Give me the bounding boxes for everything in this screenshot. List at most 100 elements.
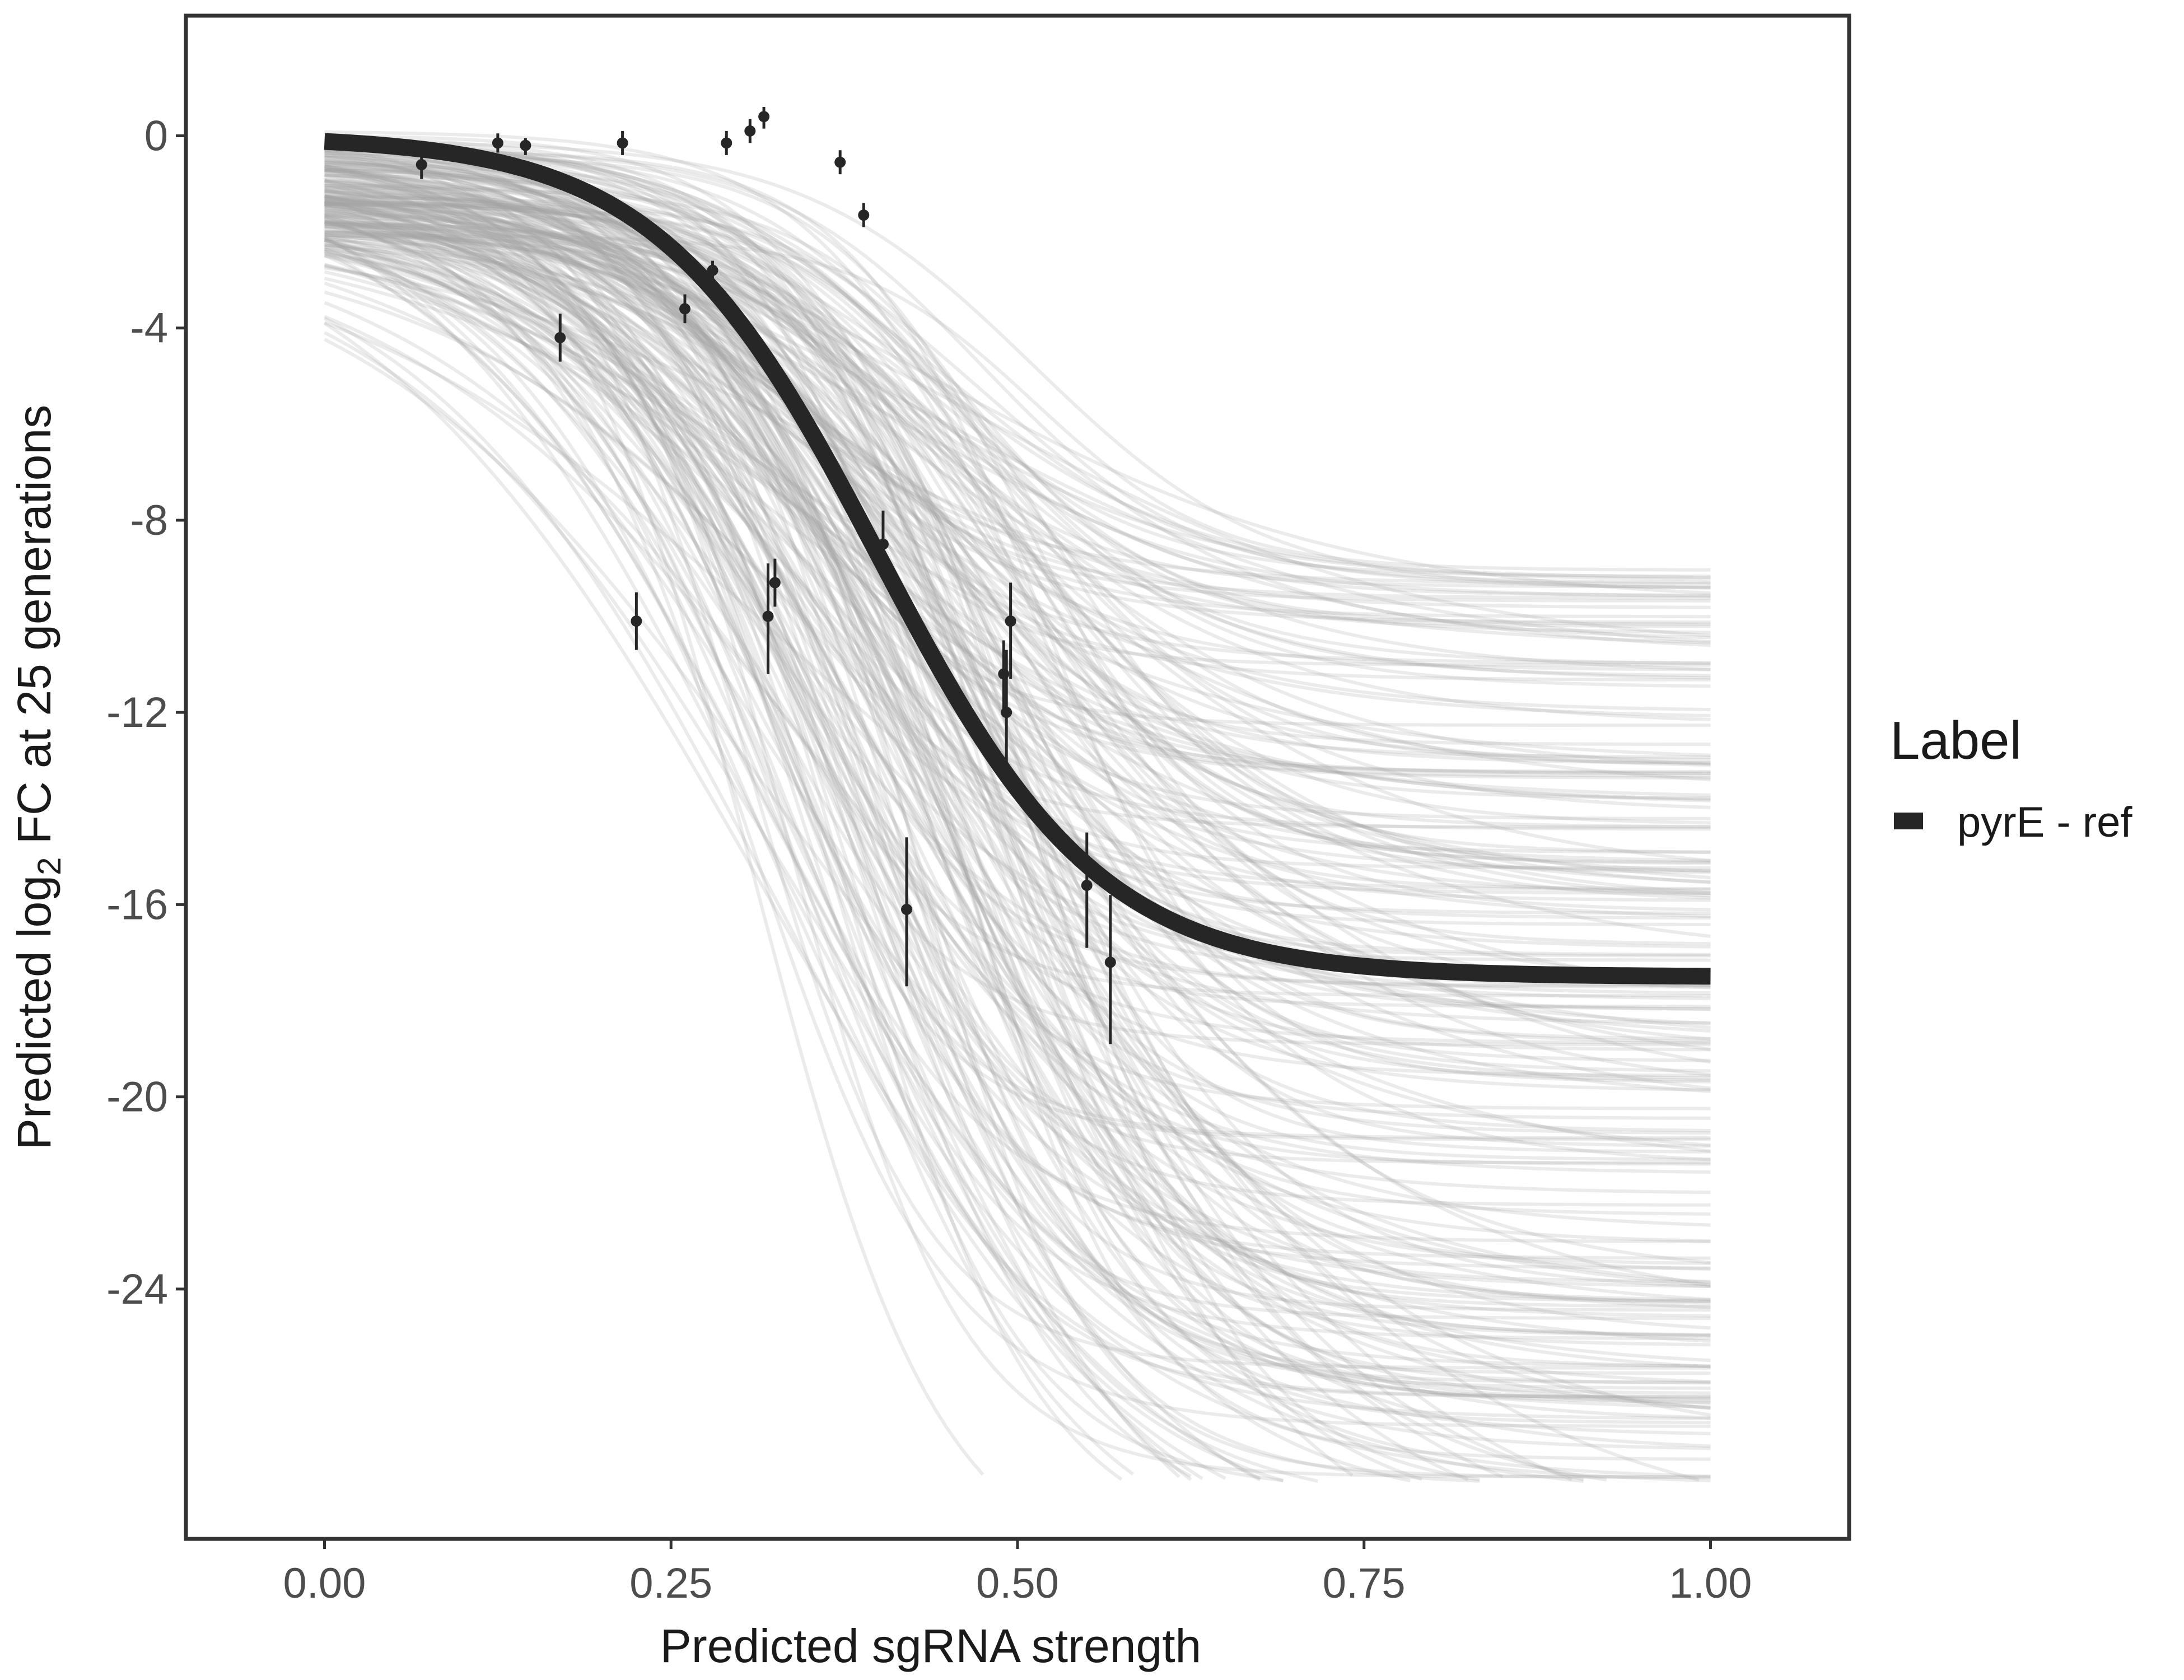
posterior-draw-line bbox=[324, 321, 1711, 1033]
posterior-draw-line bbox=[324, 205, 1711, 1000]
posterior-draw-line bbox=[324, 222, 1711, 1009]
posterior-draw-line bbox=[324, 191, 1711, 638]
point-marker bbox=[834, 156, 846, 168]
point-marker bbox=[1081, 880, 1093, 892]
posterior-draw-line bbox=[324, 216, 1711, 1243]
posterior-draw-line bbox=[324, 234, 1711, 890]
posterior-draw-line bbox=[324, 139, 1711, 640]
posterior-draw-line bbox=[324, 173, 1711, 759]
posterior-draw-line bbox=[324, 197, 1711, 598]
posterior-draw-line bbox=[324, 248, 1711, 1450]
point-marker bbox=[858, 209, 870, 221]
posterior-draw-line bbox=[324, 166, 1711, 1045]
data-point bbox=[901, 837, 912, 987]
legend-key bbox=[1894, 813, 1923, 829]
posterior-draw-line bbox=[324, 198, 1422, 1481]
posterior-draw-line bbox=[324, 315, 1711, 1287]
posterior-draw-line bbox=[324, 147, 1711, 1305]
posterior-draw-line bbox=[324, 211, 1711, 680]
x-tick-label: 0.75 bbox=[1323, 1560, 1406, 1607]
posterior-draw-line bbox=[324, 266, 1711, 645]
posterior-draw-line bbox=[324, 158, 1711, 671]
posterior-draw-line bbox=[324, 174, 1480, 1482]
posterior-draw-line bbox=[324, 155, 1711, 949]
posterior-draw-line bbox=[324, 195, 1711, 995]
posterior-draw-line bbox=[324, 247, 1180, 1478]
posterior-draw-line bbox=[324, 213, 1411, 1483]
posterior-draw-line bbox=[324, 211, 1711, 586]
posterior-draw-line bbox=[324, 230, 1711, 1337]
posterior-draw-line bbox=[324, 161, 1711, 1216]
posterior-draw-line bbox=[324, 234, 1711, 572]
data-point bbox=[707, 260, 718, 280]
posterior-draw-line bbox=[324, 180, 984, 1476]
posterior-draw-line bbox=[324, 217, 1711, 1478]
posterior-draw-line bbox=[324, 220, 1711, 1166]
posterior-draw-line bbox=[324, 270, 1711, 918]
posterior-draw-line bbox=[324, 150, 1711, 1368]
posterior-draw-line bbox=[324, 183, 1711, 1308]
posterior-draw-line bbox=[324, 169, 1711, 1370]
legend-title: Label bbox=[1890, 711, 2022, 771]
posterior-draw-line bbox=[324, 172, 1711, 1402]
point-marker bbox=[554, 332, 566, 343]
posterior-draw-line bbox=[324, 200, 1711, 1174]
posterior-draw-line bbox=[324, 179, 1711, 1091]
posterior-draw-line bbox=[324, 238, 1711, 1410]
posterior-draw-line bbox=[324, 138, 1711, 1011]
data-point bbox=[834, 150, 846, 175]
posterior-draw-line bbox=[324, 221, 1711, 1029]
posterior-draw-line bbox=[324, 156, 1711, 1165]
posterior-draw-line bbox=[324, 159, 1711, 603]
posterior-draw-line bbox=[324, 167, 1711, 854]
posterior-draw-line bbox=[324, 338, 1711, 1343]
posterior-draw-line bbox=[324, 237, 1711, 1041]
posterior-draw-line bbox=[324, 184, 1711, 1384]
posterior-draw-line bbox=[324, 234, 1711, 825]
posterior-draw-line bbox=[324, 208, 1711, 962]
y-tick-label: -24 bbox=[106, 1266, 168, 1313]
posterior-draw-line bbox=[324, 169, 1711, 1264]
posterior-draw-line bbox=[324, 199, 1711, 800]
data-point bbox=[762, 563, 774, 674]
posterior-draw-line bbox=[324, 209, 1711, 1135]
posterior-draw-line bbox=[324, 235, 1711, 1482]
posterior-draw-line bbox=[324, 250, 1711, 1309]
y-tick-label: -20 bbox=[106, 1074, 168, 1121]
posterior-draw-line bbox=[324, 239, 1711, 1303]
posterior-draw-line bbox=[324, 243, 1711, 979]
posterior-draw-line bbox=[324, 166, 1711, 1330]
y-axis-title: Predicted log2 FC at 25 generations bbox=[8, 405, 68, 1150]
posterior-draw-line bbox=[324, 225, 1711, 1425]
posterior-draw-line bbox=[324, 230, 1284, 1482]
posterior-draw-line bbox=[324, 178, 1711, 624]
data-point bbox=[758, 107, 770, 129]
x-tick-label: 0.25 bbox=[629, 1560, 712, 1607]
x-tick-label: 0.00 bbox=[283, 1560, 366, 1607]
posterior-draw-line bbox=[324, 202, 1711, 1398]
posterior-draw-line bbox=[324, 153, 1711, 946]
posterior-draw-line bbox=[324, 243, 1711, 1110]
posterior-draw-line bbox=[324, 134, 1711, 746]
posterior-draw-line bbox=[324, 232, 1711, 1090]
y-tick-label: -8 bbox=[130, 497, 168, 544]
point-marker bbox=[877, 538, 889, 550]
y-axis-title-prefix: Predicted log bbox=[8, 875, 60, 1150]
point-marker bbox=[1104, 956, 1116, 968]
posterior-draw-line bbox=[324, 245, 1711, 712]
posterior-draw-line bbox=[324, 230, 1711, 829]
posterior-draw-line bbox=[324, 254, 1711, 1409]
posterior-draw-line bbox=[324, 203, 1711, 1148]
posterior-draw-line bbox=[324, 199, 1504, 1478]
posterior-draw-line bbox=[324, 220, 1711, 884]
posterior-draw-line bbox=[324, 202, 1711, 1062]
posterior-draw-line bbox=[324, 316, 1226, 1480]
posterior-draw-line bbox=[324, 140, 1711, 590]
y-axis-title-suffix: FC at 25 generations bbox=[8, 405, 60, 857]
posterior-draw-line bbox=[324, 186, 1711, 579]
posterior-draw-line bbox=[324, 199, 1711, 647]
posterior-draw-line bbox=[324, 237, 1711, 1077]
posterior-draw-line bbox=[324, 195, 1711, 1077]
posterior-draw-line bbox=[324, 197, 1711, 1140]
